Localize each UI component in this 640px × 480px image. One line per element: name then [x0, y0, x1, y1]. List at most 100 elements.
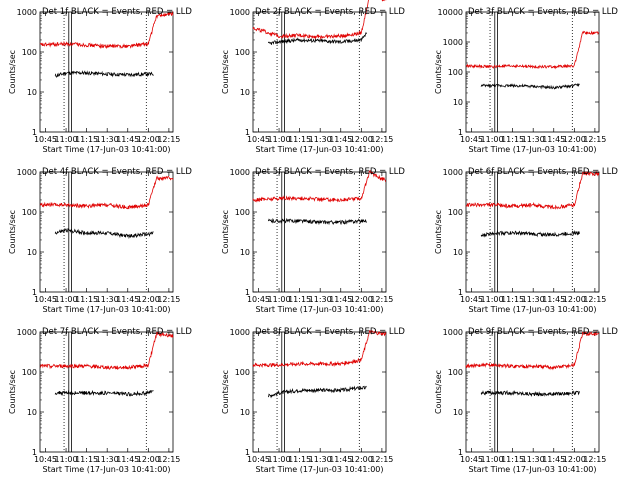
x-tick-label: 11:15 — [288, 295, 311, 304]
x-tick-label: 10:45 — [247, 455, 270, 464]
x-tick-label: 11:00 — [55, 455, 78, 464]
x-tick-label: 11:00 — [55, 135, 78, 144]
x-tick-label: 12:15 — [370, 295, 393, 304]
events-series-line — [480, 230, 580, 238]
x-tick-label: 11:45 — [116, 455, 139, 464]
events-series-line — [54, 389, 154, 397]
x-tick-label: 12:00 — [350, 455, 373, 464]
y-tick-label: 1 — [32, 448, 37, 457]
x-tick-label: 11:45 — [329, 455, 352, 464]
y-axis-label: Counts/sec — [221, 210, 230, 254]
y-tick-label: 10 — [27, 88, 37, 97]
x-tick-label: 12:15 — [157, 455, 180, 464]
x-axis-label: Start Time (17-Jun-03 10:41:00) — [256, 465, 384, 474]
events-series-line — [54, 70, 154, 78]
x-tick-label: 10:45 — [460, 455, 483, 464]
y-tick-label: 100 — [235, 368, 250, 377]
y-tick-label: 100 — [448, 208, 463, 217]
y-axis-label: Counts/sec — [434, 210, 443, 254]
x-tick-label: 11:45 — [116, 295, 139, 304]
x-tick-label: 10:45 — [460, 295, 483, 304]
chart-panel: 1 10 100 1000 10:4511:0011:1511:3011:4512:00… — [8, 327, 192, 474]
plot-frame — [465, 11, 600, 133]
x-tick-label: 12:00 — [137, 135, 160, 144]
y-tick-label: 100 — [448, 68, 463, 77]
x-tick-label: 11:15 — [501, 135, 524, 144]
lld-series-line — [465, 30, 600, 70]
x-tick-label: 11:30 — [522, 455, 545, 464]
y-axis-label: Counts/sec — [8, 370, 17, 414]
y-tick-label: 100 — [235, 208, 250, 217]
x-tick-label: 11:30 — [96, 295, 119, 304]
plot-frame — [39, 171, 174, 293]
x-tick-label: 11:15 — [501, 455, 524, 464]
x-tick-label: 12:15 — [583, 135, 606, 144]
x-tick-label: 11:45 — [329, 135, 352, 144]
x-tick-label: 11:15 — [501, 295, 524, 304]
y-tick-label: 1 — [458, 128, 463, 137]
x-tick-label: 12:00 — [137, 295, 160, 304]
y-tick-label: 1 — [458, 448, 463, 457]
x-tick-label: 12:00 — [563, 455, 586, 464]
plot-frame — [252, 171, 387, 293]
x-tick-label: 11:30 — [522, 135, 545, 144]
y-tick-label: 10 — [453, 98, 463, 107]
x-tick-label: 11:00 — [481, 455, 504, 464]
chart-title: Det 1f BLACK = Events, RED = LLD — [42, 7, 192, 17]
chart-panel: 1 10 100 1000 10000 10:4511:0011:1511:3011:45… — [434, 7, 618, 154]
y-tick-label: 1 — [245, 288, 250, 297]
x-axis-label: Start Time (17-Jun-03 10:41:00) — [43, 145, 171, 154]
chart-panel: 1 10 100 1000 10:4511:0011:1511:3011:4512:00… — [434, 327, 618, 474]
x-axis-label: Start Time (17-Jun-03 10:41:00) — [469, 465, 597, 474]
chart-panel: 1 10 100 1000 10:4511:0011:1511:3011:4512:00… — [8, 167, 192, 314]
events-series-line — [480, 389, 580, 398]
y-tick-label: 1000 — [230, 168, 250, 177]
chart-title: Det 7f BLACK = Events, RED = LLD — [42, 327, 192, 337]
chart-title: Det 6f BLACK = Events, RED = LLD — [468, 167, 618, 177]
y-tick-label: 100 — [448, 368, 463, 377]
x-tick-label: 11:30 — [309, 295, 332, 304]
y-tick-label: 100 — [22, 48, 37, 57]
y-axis-label: Counts/sec — [8, 50, 17, 94]
y-tick-label: 1 — [245, 448, 250, 457]
lld-series-line — [252, 330, 387, 368]
chart-panel: 1 10 100 1000 10:4511:0011:1511:3011:4512:00… — [221, 327, 405, 474]
x-tick-label: 11:30 — [96, 135, 119, 144]
x-tick-label: 11:15 — [288, 455, 311, 464]
y-tick-label: 10 — [240, 408, 250, 417]
events-series-line — [267, 217, 367, 226]
plot-frame — [39, 331, 174, 453]
lld-series-line — [39, 11, 174, 50]
chart-panel: 1 10 100 1000 10:4511:0011:1511:3011:4512:00… — [221, 0, 405, 154]
x-tick-label: 11:00 — [268, 295, 291, 304]
lld-series-line — [465, 170, 600, 210]
x-tick-label: 11:45 — [542, 135, 565, 144]
events-series-line — [480, 83, 580, 90]
x-tick-label: 11:30 — [522, 295, 545, 304]
plot-frame — [39, 11, 174, 133]
x-tick-label: 10:45 — [460, 135, 483, 144]
x-tick-label: 12:00 — [137, 455, 160, 464]
x-axis-label: Start Time (17-Jun-03 10:41:00) — [256, 305, 384, 314]
y-tick-label: 1 — [458, 288, 463, 297]
x-tick-label: 11:00 — [268, 455, 291, 464]
y-axis-label: Counts/sec — [434, 370, 443, 414]
x-axis-label: Start Time (17-Jun-03 10:41:00) — [469, 305, 597, 314]
x-tick-label: 11:15 — [75, 455, 98, 464]
x-tick-label: 10:45 — [247, 295, 270, 304]
lld-series-line — [39, 331, 174, 370]
y-tick-label: 1000 — [230, 8, 250, 17]
x-axis-label: Start Time (17-Jun-03 10:41:00) — [469, 145, 597, 154]
x-tick-label: 12:00 — [563, 135, 586, 144]
y-tick-label: 100 — [22, 208, 37, 217]
plot-frame — [252, 331, 387, 453]
y-tick-label: 1000 — [443, 168, 463, 177]
chart-panel: 1 10 100 1000 10:4511:0011:1511:3011:4512:00… — [434, 167, 618, 314]
chart-title: Det 8f BLACK = Events, RED = LLD — [255, 327, 405, 337]
x-tick-label: 12:15 — [157, 135, 180, 144]
y-axis-label: Counts/sec — [221, 370, 230, 414]
x-tick-label: 11:45 — [329, 295, 352, 304]
x-tick-label: 11:30 — [309, 455, 332, 464]
lld-series-line — [465, 330, 600, 371]
